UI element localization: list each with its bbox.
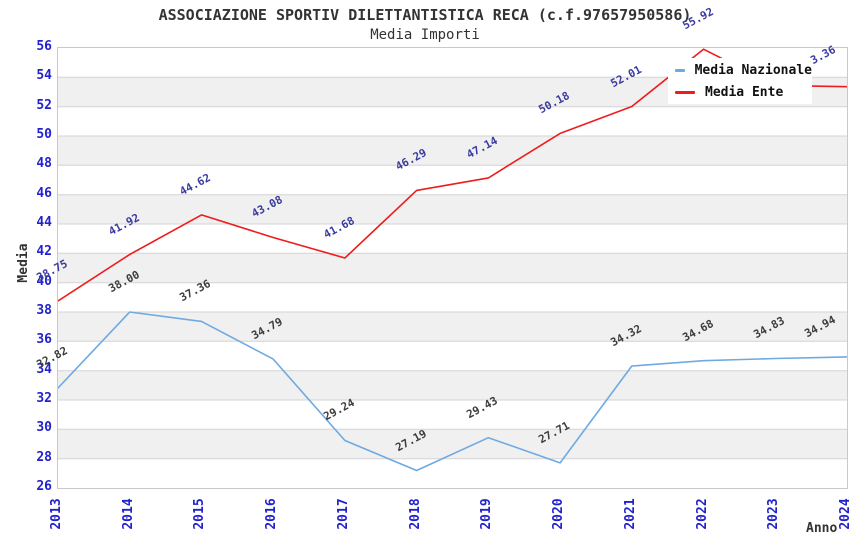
y-tick-label: 52 (36, 97, 52, 113)
y-axis-title: Media (16, 243, 31, 283)
x-tick-label: 2013 (49, 498, 64, 530)
y-tick-label: 40 (36, 273, 52, 289)
x-tick-label: 2016 (264, 498, 280, 530)
x-tick-label: 2015 (192, 498, 208, 530)
y-tick-label: 38 (36, 303, 52, 318)
grid-band (58, 136, 847, 166)
x-tick-label: 2017 (335, 498, 351, 530)
y-tick-label: 48 (36, 156, 52, 172)
legend: Media Nazionale Media Ente (668, 58, 812, 104)
series-line-media-nazionale (58, 311, 847, 472)
y-tick-label: 46 (36, 185, 52, 201)
plot-area: 32.82 38.00 37.36 34.79 29.24 27.19 29.43 27.71… (34, 5, 848, 489)
chart-title: ASSOCIAZIONE SPORTIV DILETTANTISTICA REC… (158, 6, 692, 24)
legend-line-swatch-blue (675, 68, 685, 72)
plot-canvas (58, 48, 847, 472)
x-tick-label: 2019 (479, 498, 495, 530)
x-tick-label: 2023 (766, 498, 782, 530)
x-tick-label: 2014 (120, 498, 136, 530)
x-tick-label: 2022 (694, 498, 710, 530)
y-tick-label: 54 (36, 68, 52, 84)
x-tick-label: 2020 (551, 498, 567, 530)
series-line-media-ente (58, 48, 847, 302)
legend-label: Media Ente (705, 84, 784, 100)
y-tick-label: 56 (36, 39, 52, 54)
y-tick-label: 50 (36, 127, 52, 142)
y-tick-label: 36 (36, 332, 52, 348)
y-tick-label: 42 (36, 244, 52, 260)
chart-subtitle: Media Importi (370, 27, 480, 43)
grid-band (58, 194, 847, 224)
grid-band (58, 253, 847, 283)
grid-band (58, 312, 847, 342)
legend-label: Media Nazionale (694, 62, 812, 78)
y-tick-label: 34 (36, 361, 52, 377)
legend-item-media-nazionale: Media Nazionale (675, 61, 812, 79)
y-tick-label: 28 (36, 449, 52, 465)
y-tick-label: 44 (36, 215, 52, 230)
y-tick-label: 26 (36, 479, 52, 494)
y-tick-label: 30 (36, 420, 52, 436)
grid-band (58, 370, 847, 400)
x-tick-label: 2018 (407, 498, 423, 530)
x-tick-label: 2021 (622, 498, 638, 530)
x-axis-title: Anno (806, 521, 838, 536)
y-tick-label: 32 (36, 391, 52, 406)
legend-item-media-ente: Media Ente (675, 83, 812, 101)
legend-line-swatch-red (675, 90, 695, 94)
